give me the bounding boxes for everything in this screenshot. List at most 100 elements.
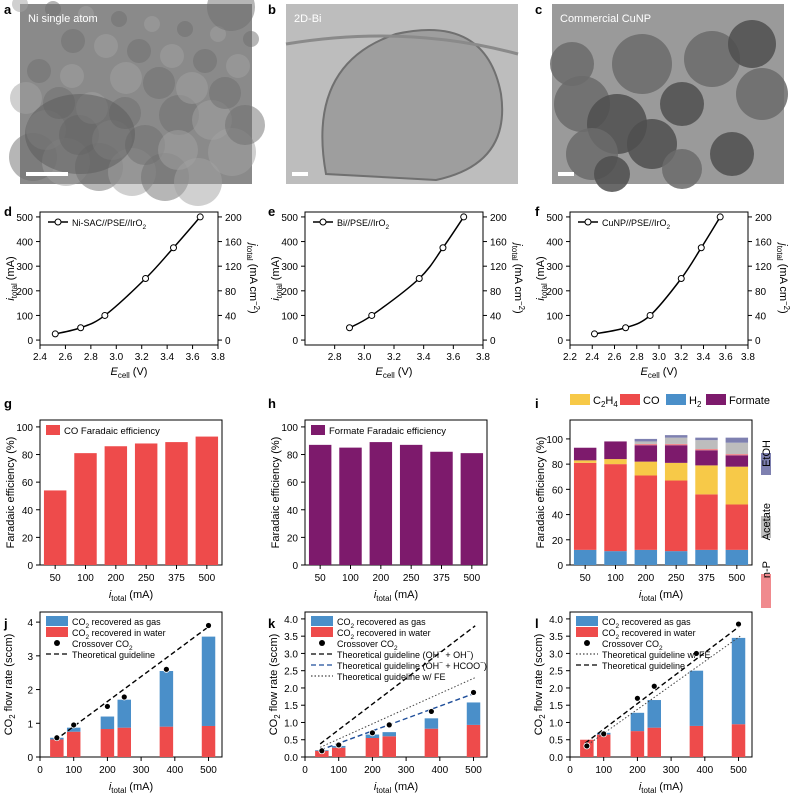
legend-text: Theoretical guideline [72, 650, 155, 660]
y2-tick-label: 40 [755, 311, 767, 322]
data-point [439, 244, 447, 252]
y-axis-label: Faradaic efficiency (%) [5, 437, 17, 549]
x-tick-label: 100 [595, 765, 612, 776]
y2-tick-label: 120 [490, 262, 507, 273]
bar-gas [365, 734, 380, 739]
panel-letter-a: a [4, 2, 12, 17]
stacked-bar-segment [664, 437, 688, 444]
panel-letter-c: c [535, 2, 542, 17]
bar-gas [731, 637, 746, 725]
x-tick-label: 3.8 [476, 352, 490, 363]
stacked-bar-segment [695, 450, 718, 466]
legend-text: Bi//PSE//IrO2 [337, 218, 390, 231]
panel-letter-b: b [268, 2, 276, 17]
legend-text: Ni-SAC//PSE//IrO2 [72, 218, 147, 231]
legend-text: Theoretical guideline w/ FE [602, 650, 711, 660]
y-axis-label: CO2 flow rate (sccm) [3, 634, 17, 736]
bar-water [100, 729, 115, 757]
guideline [319, 677, 476, 748]
stacked-bar-segment [725, 455, 749, 467]
bar-water [365, 738, 380, 757]
x-axis-label: itotal (mA) [639, 781, 683, 795]
x-tick-label: 3.8 [211, 352, 225, 363]
stacked-bar-segment [664, 462, 688, 481]
y-tick-label: 3.5 [549, 632, 563, 643]
micrograph-texture [110, 62, 142, 94]
series-line [55, 216, 201, 335]
y-tick-label: 400 [281, 238, 298, 249]
x-tick-label: 3.0 [357, 352, 371, 363]
chart-l: 0 100 200 300 400 500 0.0 0.5 1.0 1.5 2.0 2.5 3.0 3.5… [533, 611, 753, 795]
bar [104, 446, 128, 565]
y-tick-label: 500 [281, 213, 298, 224]
nanoparticle [710, 132, 754, 176]
crossover-point [120, 693, 128, 701]
legend-swatch [311, 627, 333, 637]
legend-text: CuNP//PSE//IrO2 [602, 218, 671, 231]
panel-letter-k: k [268, 616, 276, 631]
x-tick-label: 50 [50, 573, 62, 584]
nanoparticle [612, 34, 672, 94]
data-point [697, 244, 705, 252]
y2-tick-label: 120 [755, 262, 772, 273]
bar-gas [66, 727, 81, 732]
y-tick-label: 60 [552, 485, 564, 496]
x-tick-label: 2.4 [585, 352, 599, 363]
y-tick-label: 0.5 [549, 736, 563, 747]
chart-j: 0 100 200 300 400 500 0 1 2 3 4 itotal (mA) CO2 flow… [3, 611, 223, 795]
guideline [584, 625, 741, 744]
crossover-point [600, 730, 608, 738]
micrograph-texture [60, 64, 84, 88]
axis-frame [304, 419, 488, 566]
bar [74, 453, 97, 565]
legend-swatch [311, 616, 333, 626]
x-tick-label: 2.2 [563, 352, 577, 363]
chart-h: 0 20 40 60 80 100 50 100 200 250 375 500 itotal (mA)… [270, 419, 488, 603]
y-tick-label: 300 [281, 262, 298, 273]
x-tick-label: 3.4 [697, 352, 711, 363]
chart-k: 0 100 200 300 400 500 0.0 0.5 1.0 1.5 2.0 2.5 3.0 3.5… [268, 611, 488, 795]
crossover-point [162, 665, 170, 673]
bar-water [201, 725, 216, 757]
stacked-bar-segment [604, 464, 627, 552]
stacked-bar-segment [695, 437, 718, 441]
nanoparticle [550, 42, 594, 86]
y-tick-label: 0 [557, 336, 563, 347]
bar-water [596, 734, 611, 757]
crossover-point [692, 650, 700, 657]
y-tick-label: 4.0 [284, 615, 298, 626]
legend-marker [319, 218, 327, 226]
scale-bar [26, 172, 68, 176]
stacked-bar-segment [604, 441, 627, 460]
axis-frame [304, 211, 484, 346]
x-tick-label: 3.2 [674, 352, 688, 363]
legend-text: CO2 recovered in water [337, 628, 431, 641]
x-axis-label: Ecell (V) [641, 366, 678, 380]
data-point [646, 311, 654, 319]
legend-swatch [576, 616, 598, 626]
micrograph-0: Ni single atom [9, 0, 265, 206]
y-tick-label: 0.0 [549, 753, 563, 764]
legend-swatch [311, 425, 325, 435]
chart-e: 2.8 3.0 3.2 3.4 3.6 3.80100200300400500040801… [270, 211, 526, 380]
data-point [622, 324, 630, 332]
nanoparticle [684, 31, 740, 87]
axis-frame [39, 211, 219, 346]
legend-text: CO2 recovered in water [72, 628, 166, 641]
x-tick-label: 100 [342, 573, 359, 584]
legend-text: CO Faradaic efficiency [64, 426, 160, 437]
micrograph-label: Commercial CuNP [560, 13, 651, 25]
y-tick-label: 0 [27, 753, 33, 764]
x-tick-label: 500 [463, 573, 480, 584]
panel-letter-g: g [4, 396, 12, 411]
micrograph-2: Commercial CuNP [550, 4, 788, 192]
y2-tick-label: 0 [225, 336, 231, 347]
micrograph-1: 2D-Bi [285, 4, 519, 184]
bar [339, 447, 362, 565]
y-tick-label: 400 [546, 238, 563, 249]
data-point [196, 213, 204, 221]
x-tick-label: 250 [138, 573, 155, 584]
legend-text: CO2 recovered as gas [72, 617, 161, 630]
micrograph-texture [160, 44, 184, 68]
y-tick-label: 3.0 [549, 649, 563, 660]
